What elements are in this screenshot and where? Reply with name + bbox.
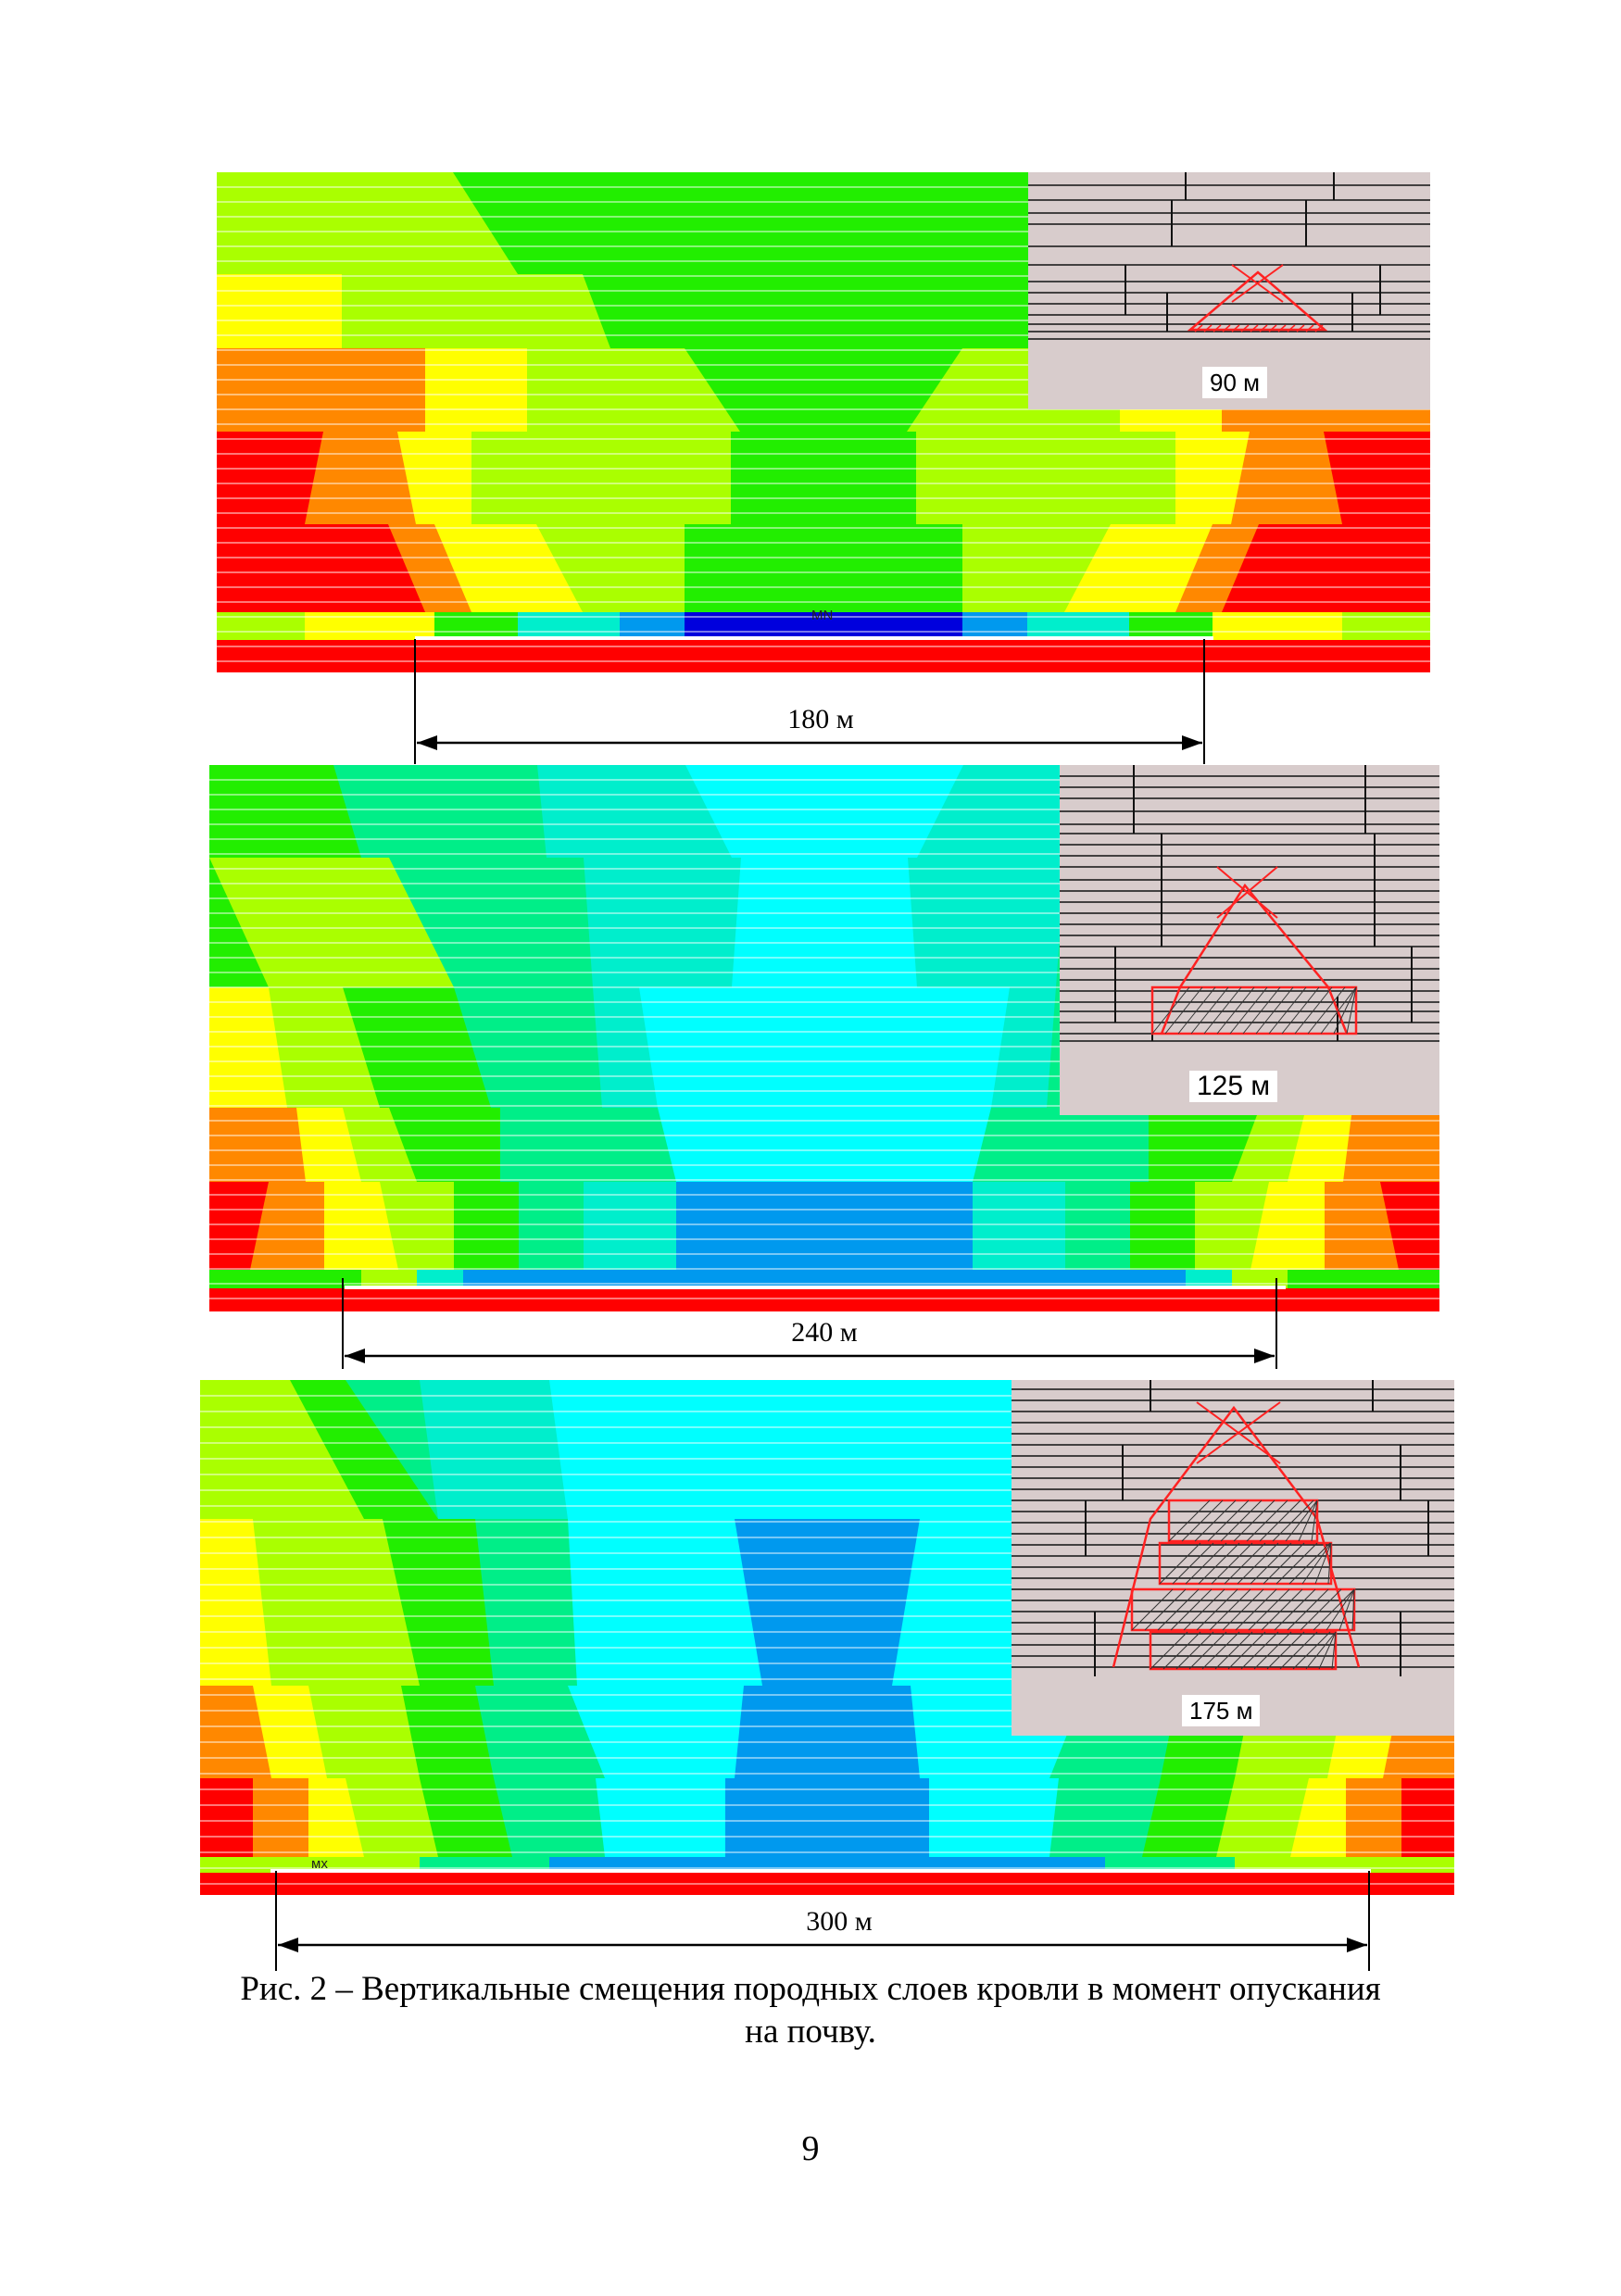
inset-label-3: 175 м	[1182, 1695, 1261, 1726]
layer-scheme-1	[1028, 172, 1430, 409]
inset-label-1: 90 м	[1202, 367, 1268, 398]
page-number: 9	[801, 2129, 820, 2168]
displacement-field-1: 90 м MN	[217, 172, 1430, 672]
displacement-field-2: 125 м	[209, 765, 1439, 1311]
dimension-label-2: 240 м	[791, 1317, 858, 1348]
dimension-arrow-3	[275, 1871, 1370, 1971]
roof-collapse-inset-2: 125 м	[1060, 765, 1439, 1115]
caption-line-2: на почву.	[745, 2013, 876, 2051]
dimension-arrow-2	[342, 1278, 1277, 1369]
dimension-label-1: 180 м	[787, 704, 854, 734]
dimension-arrow-1	[414, 639, 1205, 764]
inset-label-2: 125 м	[1189, 1071, 1278, 1102]
roof-collapse-inset-1: 90 м	[1028, 172, 1430, 409]
layer-scheme-2	[1060, 765, 1439, 1115]
marker-label-1: MN	[811, 608, 834, 623]
displacement-field-3: 175 м мх	[200, 1380, 1454, 1895]
caption-line-1: Рис. 2 – Вертикальные смещения породных …	[240, 1970, 1381, 2008]
dimension-label-3: 300 м	[806, 1906, 873, 1937]
marker-label-3: мх	[311, 1856, 328, 1872]
roof-collapse-inset-3: 175 м	[1012, 1380, 1454, 1736]
layer-scheme-3	[1012, 1380, 1454, 1736]
figure-caption: Рис. 2 – Вертикальные смещения породных …	[139, 1968, 1482, 2053]
